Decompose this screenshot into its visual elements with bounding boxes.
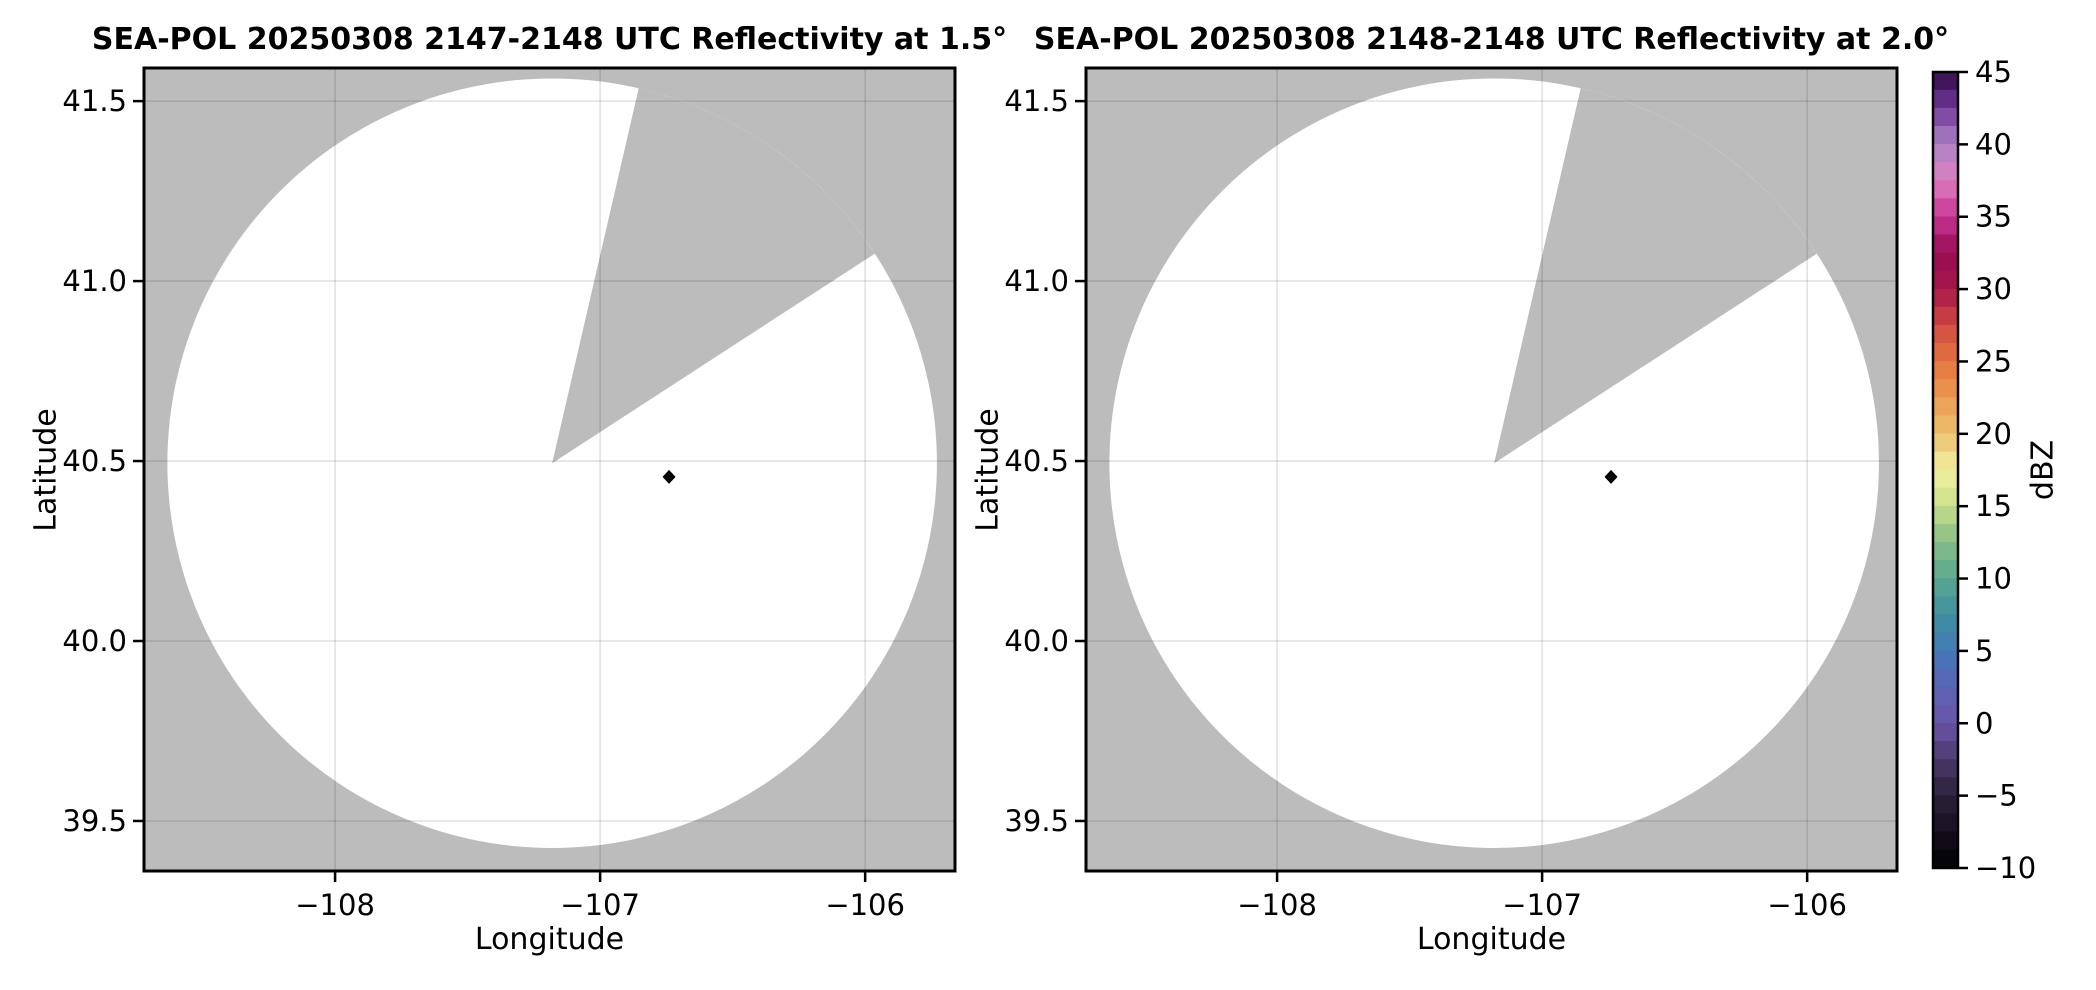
y-tick-label: 41.5 [1004,84,1069,118]
colorbar-band [1933,216,1958,236]
panel-2-title: SEA-POL 20250308 2148-2148 UTC Reflectiv… [1033,22,1950,57]
x-tick-label: −106 [1767,888,1847,922]
radar-panel-2: SEA-POL 20250308 2148-2148 UTC Reflectiv… [971,22,1950,957]
y-tick-label: 41.5 [62,84,127,118]
colorbar-band [1933,234,1958,254]
colorbar-band [1933,849,1958,869]
colorbar-band [1933,542,1958,561]
colorbar-band [1933,361,1958,380]
y-tick-label: 39.5 [1004,804,1069,838]
panel-1-plot-area: −108 −107 −106 39.5 40.0 40.5 41.0 41.5 [62,66,957,922]
colorbar-band [1933,469,1958,489]
x-tick-label: −107 [1502,888,1582,922]
radar-panel-1: SEA-POL 20250308 2147-2148 UTC Reflectiv… [29,22,1008,957]
colorbar-band [1933,180,1958,199]
colorbar-band [1933,487,1958,507]
y-tick-label: 40.0 [1004,624,1069,658]
colorbar-band [1933,107,1958,127]
colorbar-band [1933,379,1958,398]
colorbar-band [1933,722,1958,742]
colorbar-band [1933,596,1958,616]
colorbar-band [1933,433,1958,453]
colorbar-tick-label: 35 [1975,200,2012,234]
panel-2-plot-area: −108 −107 −106 39.5 40.0 40.5 41.0 41.5 [1004,66,1899,922]
panel-2-y-axis-label: Latitude [970,407,1006,532]
y-tick-label: 41.0 [1004,264,1069,298]
colorbar-band [1933,198,1958,218]
colorbar-tick-label: 40 [1975,127,2012,161]
colorbar-band [1933,704,1958,724]
colorbar-band [1933,632,1958,652]
y-tick-label: 40.0 [62,624,127,658]
colorbar-band [1933,306,1958,326]
y-tick-label: 40.5 [62,444,127,478]
colorbar-band [1933,795,1958,815]
x-tick-label: −107 [560,888,640,922]
panel-1-title: SEA-POL 20250308 2147-2148 UTC Reflectiv… [91,22,1008,57]
colorbar-tick-label: 20 [1975,417,2012,451]
y-tick-label: 39.5 [62,804,127,838]
colorbar-gradient: 45 40 35 30 25 20 15 10 5 0 −5 −10 [1931,55,2036,885]
colorbar-band [1933,144,1958,163]
x-tick-label: −108 [1237,888,1317,922]
colorbar-band [1933,451,1958,471]
colorbar-band [1933,686,1958,706]
axes-border [1084,66,1899,873]
panel-1-x-axis-label: Longitude [474,922,625,957]
site-marker-diamond [662,469,676,484]
site-marker-diamond [1604,469,1618,484]
missing-data-sector [1494,88,1817,464]
colorbar-tick-label: 45 [1975,55,2012,89]
colorbar-band [1933,668,1958,688]
colorbar-band [1933,125,1958,145]
x-tick-label: −108 [295,888,375,922]
colorbar-tick-label: 5 [1975,634,1993,668]
colorbar-border [1931,70,1960,870]
colorbar-tick-label: 10 [1975,562,2012,596]
colorbar-band [1933,397,1958,417]
colorbar-band [1933,831,1958,851]
colorbar-band [1933,415,1958,435]
colorbar-band [1933,523,1958,543]
colorbar-band [1933,741,1958,760]
colorbar-band [1933,578,1958,597]
missing-data-sector [552,88,875,464]
y-tick-label: 40.5 [1004,444,1069,478]
colorbar-band [1933,162,1958,181]
colorbar-band [1933,560,1958,579]
colorbar-band [1933,288,1958,308]
colorbar-band [1933,614,1958,634]
panel-1-y-axis-label: Latitude [28,407,64,532]
colorbar-band [1933,252,1958,272]
colorbar-tick-label: 30 [1975,272,2012,306]
colorbar-label: dBZ [2025,439,2061,501]
colorbar-band [1933,759,1958,778]
colorbar: 45 40 35 30 25 20 15 10 5 0 −5 −10 [1931,55,2036,885]
colorbar-band [1933,324,1958,344]
x-tick-label: −106 [825,888,905,922]
y-tick-label: 41.0 [62,264,127,298]
colorbar-band [1933,270,1958,290]
colorbar-tick-label: 15 [1975,489,2012,523]
colorbar-tick-label: 25 [1975,344,2012,378]
colorbar-band [1933,777,1958,796]
colorbar-band [1933,813,1958,833]
colorbar-band [1933,89,1958,109]
colorbar-tick-label: −5 [1975,779,2018,813]
colorbar-band [1933,505,1958,525]
panel-2-x-axis-label: Longitude [1416,922,1567,957]
axes-border [142,66,957,873]
colorbar-band [1933,71,1958,91]
colorbar-tick-label: 0 [1975,706,1993,740]
colorbar-tick-label: −10 [1975,851,2036,885]
colorbar-band [1933,343,1958,362]
colorbar-band [1933,650,1958,670]
